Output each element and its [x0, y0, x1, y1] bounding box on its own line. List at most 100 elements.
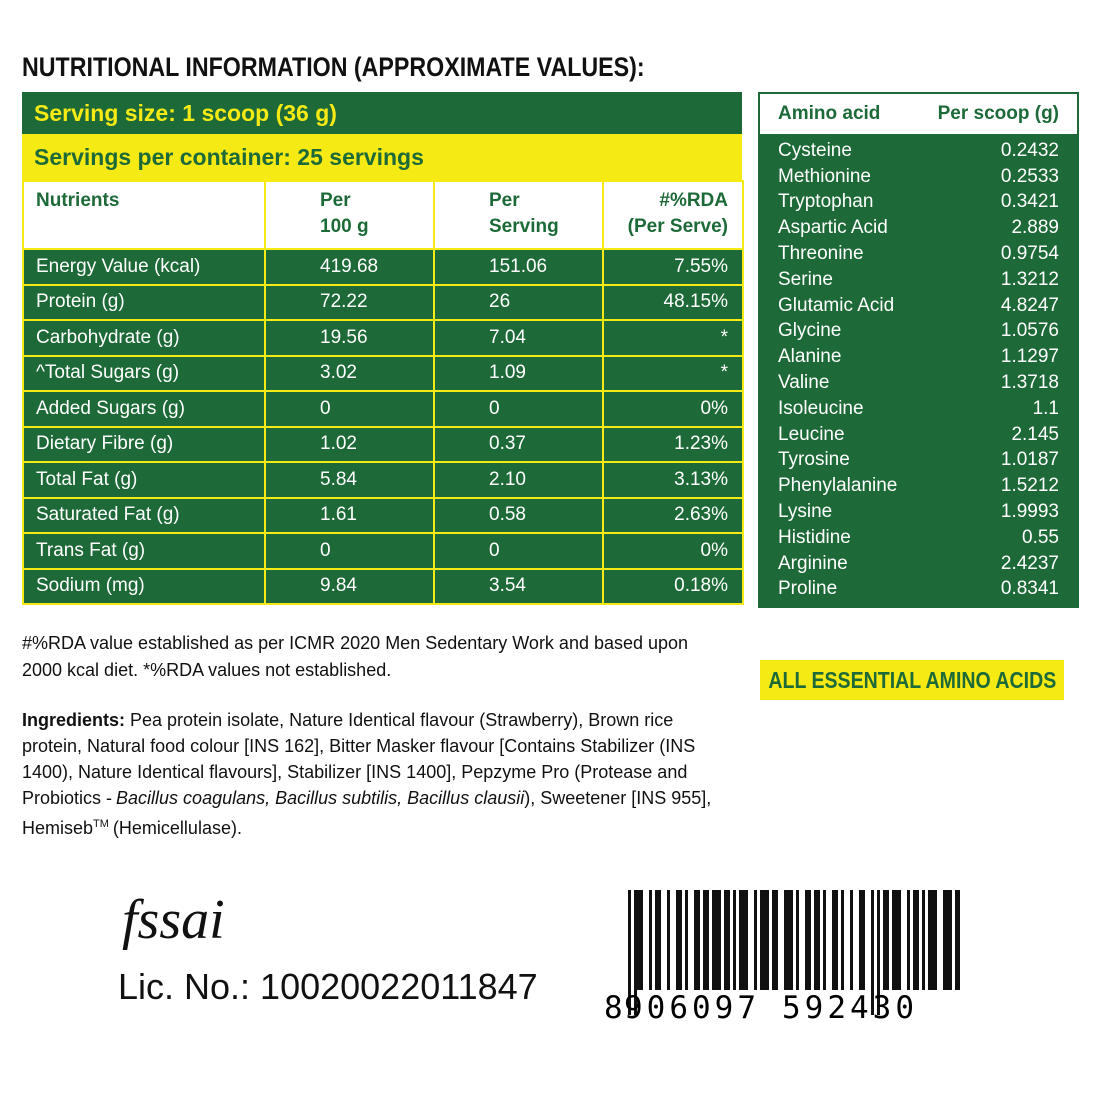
barcode-bar — [637, 890, 643, 990]
cell: 1.23% — [602, 425, 744, 463]
cell: 7.55% — [602, 248, 744, 286]
cell: 1.09 — [433, 354, 604, 392]
barcode-bar — [883, 890, 889, 990]
cell: Leucine — [778, 423, 845, 445]
title: NUTRITIONAL INFORMATION (APPROXIMATE VAL… — [22, 52, 645, 82]
barcode-bar — [685, 890, 688, 990]
barcode-bar — [943, 890, 952, 990]
ingredients-text: Pea protein isolate, Nature Identical fl… — [22, 710, 696, 808]
header-line: Nutrients — [36, 190, 120, 211]
barcode-bar — [859, 890, 865, 990]
barcode-bar — [694, 890, 700, 990]
cell: 1.1297 — [1000, 346, 1059, 368]
nutrient-row: Energy Value (kcal) 419.68 151.06 7.55% — [22, 248, 744, 286]
barcode-bar — [676, 890, 682, 990]
amino-row: Histidine 0.55 — [760, 525, 1077, 551]
cell: Sodium (mg) — [22, 567, 266, 605]
cell: Glutamic Acid — [778, 294, 895, 316]
barcode-bar — [841, 890, 844, 990]
cell: 1.0187 — [1000, 449, 1059, 471]
cell: 0 — [264, 390, 435, 428]
barcode-bar — [823, 890, 826, 990]
cell: 48.15% — [602, 283, 744, 321]
header-cell: Nutrients — [22, 180, 266, 250]
cell: Isoleucine — [778, 397, 864, 419]
cell: * — [602, 354, 744, 392]
license: Lic. No.: 10020022011847 — [118, 966, 538, 1007]
cell: Carbohydrate (g) — [22, 319, 266, 357]
cell: Histidine — [778, 526, 851, 548]
nutrient-row: Total Fat (g) 5.84 2.10 3.13% — [22, 461, 744, 499]
cell: 0.58 — [433, 496, 604, 534]
barcode-bar — [760, 890, 769, 990]
cell: 2.889 — [1011, 217, 1059, 239]
barcode-bar — [907, 890, 910, 990]
cell: 0.18% — [602, 567, 744, 605]
ingredients-text: (Hemicellulase). — [112, 818, 242, 838]
cell: 7.04 — [433, 319, 604, 357]
cell: Tryptophan — [778, 191, 874, 213]
cell: 0.2533 — [1000, 165, 1059, 187]
cell: Dietary Fibre (g) — [22, 425, 266, 463]
cell: 0.2432 — [1000, 139, 1059, 161]
cell: Arginine — [778, 552, 848, 574]
cell: 0.9754 — [1000, 243, 1059, 265]
servings-per-container: Servings per container: 25 servings — [22, 134, 742, 180]
amino-row: Glycine 1.0576 — [760, 319, 1077, 345]
ingredients: Ingredients: Pea protein isolate, Nature … — [22, 707, 737, 841]
cell: Serine — [778, 268, 833, 290]
footnote: #%RDA value established as per ICMR 2020… — [22, 630, 752, 684]
cell: Energy Value (kcal) — [22, 248, 266, 286]
cell: 3.02 — [264, 354, 435, 392]
barcode-bar — [871, 890, 874, 1015]
badge-text: ALL ESSENTIAL AMINO ACIDS — [768, 666, 1056, 693]
header-cell: Per Serving — [433, 180, 604, 250]
cell: Glycine — [778, 320, 842, 342]
cell: 419.68 — [264, 248, 435, 286]
barcode-bar — [712, 890, 721, 990]
footnote-line: 2000 kcal diet. *%RDA values not establi… — [22, 660, 392, 680]
nutrient-row: Protein (g) 72.22 26 48.15% — [22, 283, 744, 321]
cell: Lysine — [778, 501, 833, 523]
cell: 2.4237 — [1000, 552, 1059, 574]
barcode-bar — [850, 890, 853, 990]
ingredients-label: Ingredients: — [22, 710, 126, 730]
cell: Proline — [778, 578, 838, 600]
barcode-bar — [796, 890, 799, 990]
cell: 5.84 — [264, 461, 435, 499]
cell: Trans Fat (g) — [22, 532, 266, 570]
barcode-bar — [784, 890, 793, 990]
cell: 1.3212 — [1000, 268, 1059, 290]
nutrient-row: Dietary Fibre (g) 1.02 0.37 1.23% — [22, 425, 744, 463]
header-cell: Amino acid — [778, 103, 881, 124]
cell: 0% — [602, 390, 744, 428]
cell: 26 — [433, 283, 604, 321]
cell: Phenylalanine — [778, 475, 898, 497]
barcode-bar — [832, 890, 838, 990]
amino-row: Threonine 0.9754 — [760, 241, 1077, 267]
ingredients-text: Bacillus coagulans, Bacillus subtilis, B… — [116, 788, 525, 808]
barcode-bar — [772, 890, 778, 990]
cell: * — [602, 319, 744, 357]
cell: 2.145 — [1011, 423, 1059, 445]
nutrient-row: Saturated Fat (g) 1.61 0.58 2.63% — [22, 496, 744, 534]
barcode-bar — [922, 890, 925, 990]
amino-row: Tyrosine 1.0187 — [760, 448, 1077, 474]
amino-row: Valine 1.3718 — [760, 370, 1077, 396]
amino-row: Phenylalanine 1.5212 — [760, 473, 1077, 499]
cell: 0 — [433, 532, 604, 570]
amino-row: Tryptophan 0.3421 — [760, 190, 1077, 216]
cell: 1.61 — [264, 496, 435, 534]
header-line: 100 g — [320, 216, 369, 237]
amino-row: Proline 0.8341 — [760, 577, 1077, 603]
header-row: Nutrients Per 100 g Per Serving #%RDA (Per Ser… — [22, 180, 744, 250]
cell: Threonine — [778, 243, 864, 265]
cell: Cysteine — [778, 139, 852, 161]
cell: Added Sugars (g) — [22, 390, 266, 428]
barcode-bar — [913, 890, 919, 990]
amino-body: Cysteine 0.2432 Methionine 0.2533 Tryptophan… — [760, 134, 1077, 606]
cell: 3.13% — [602, 461, 744, 499]
cell: 0 — [433, 390, 604, 428]
